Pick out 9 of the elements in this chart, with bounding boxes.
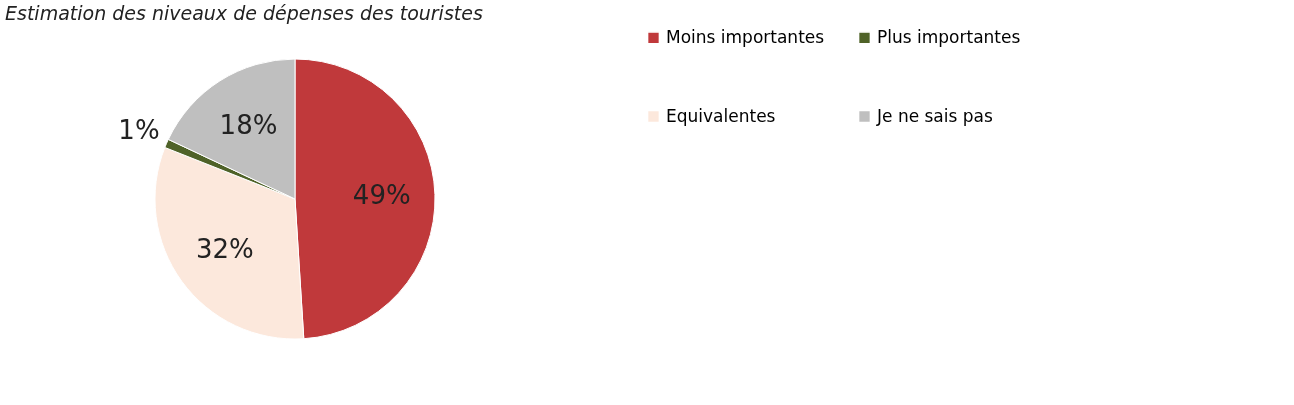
chart-title: Estimation des niveaux de dépenses des touristes bbox=[5, 2, 483, 24]
data-label: 32% bbox=[195, 234, 254, 265]
legend-label: Je ne sais pas bbox=[876, 105, 993, 126]
data-label: 18% bbox=[219, 109, 278, 140]
legend-label: Moins importantes bbox=[666, 26, 825, 47]
data-label: 1% bbox=[118, 115, 160, 146]
legend-label: Plus importantes bbox=[877, 26, 1021, 47]
legend-label: Equivalentes bbox=[666, 105, 776, 126]
data-label: 49% bbox=[352, 180, 411, 211]
